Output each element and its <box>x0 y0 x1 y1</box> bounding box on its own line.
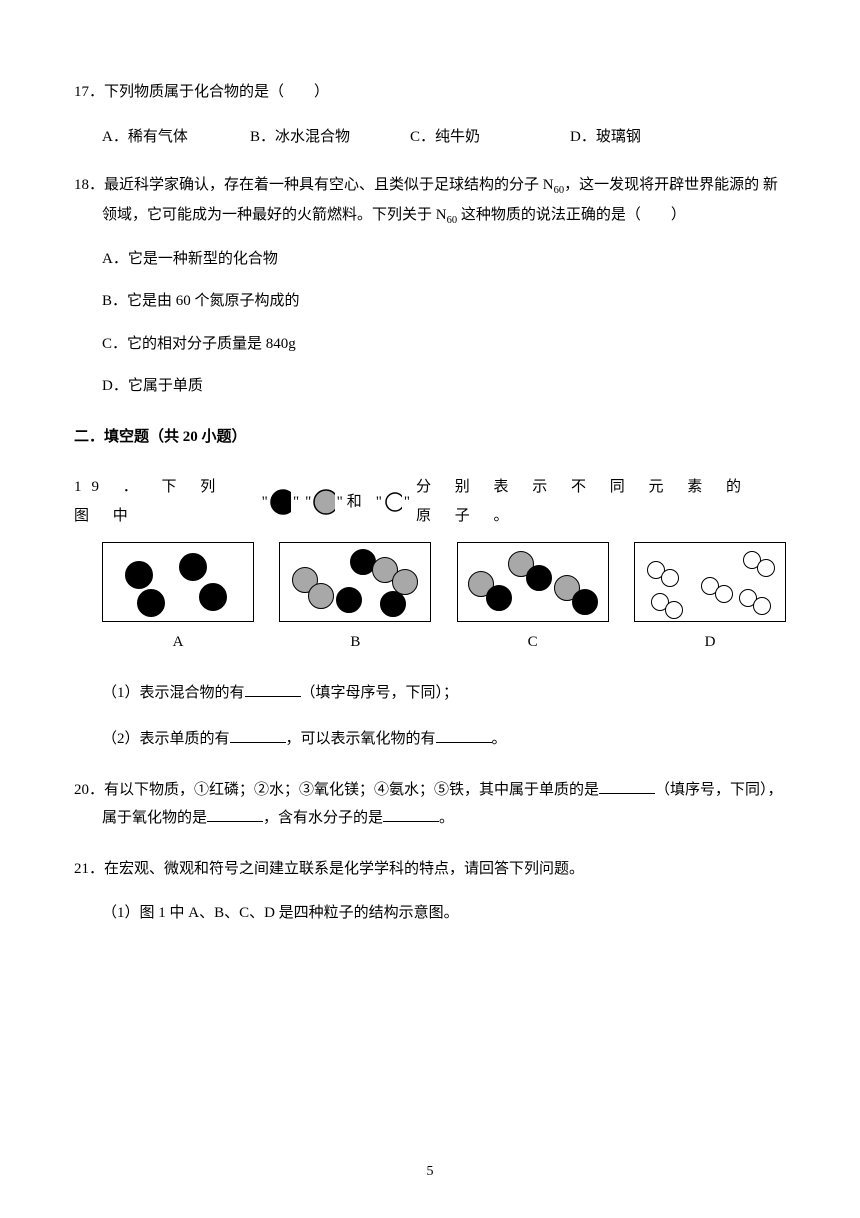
atom-circle <box>125 561 153 589</box>
q19-sub2: （2）表示单质的有 ，可以表示氧化物的有 。 <box>74 725 786 754</box>
blank <box>230 727 286 744</box>
question-21: 21．在宏观、微观和符号之间建立联系是化学学科的特点，请回答下列问题。 （1）图… <box>74 855 786 928</box>
q18-sub2: 60 <box>447 215 458 226</box>
atom-circle <box>665 601 683 619</box>
quote-open-2: " <box>305 488 311 517</box>
q19-diagrams: A B C D <box>74 542 786 657</box>
question-19: 19 ． 下 列 图 中 " " " " 和 " " 分 别 表 示 不 同 元… <box>74 473 786 754</box>
q20-line1a: 20．有以下物质，①红磷；②水；③氧化镁；④氨水；⑤铁，其中属于单质的是 <box>74 782 599 798</box>
q18-options: A．它是一种新型的化合物 B．它是由 60 个氮原子构成的 C．它的相对分子质量… <box>74 245 786 401</box>
q17-option-b: B．冰水混合物 <box>250 123 410 152</box>
q19-sub1a: （1）表示混合物的有 <box>102 685 245 701</box>
blank <box>436 727 492 744</box>
q17-option-d: D．玻璃钢 <box>570 123 641 152</box>
question-17: 17．下列物质属于化合物的是（ ） A．稀有气体 B．冰水混合物 C．纯牛奶 D… <box>74 78 786 151</box>
panel-c-wrap: C <box>457 542 609 657</box>
q18-option-b: B．它是由 60 个氮原子构成的 <box>102 287 786 316</box>
q19-sub2a: （2）表示单质的有 <box>102 731 230 747</box>
q18-sub1: 60 <box>554 185 565 196</box>
q19-stem: 19 ． 下 列 图 中 " " " " 和 " " 分 别 表 示 不 同 元… <box>74 473 786 530</box>
q18-option-d: D．它属于单质 <box>102 372 786 401</box>
panel-c <box>457 542 609 622</box>
blank <box>383 806 439 823</box>
q17-text: 下列物质属于化合物的是（ ） <box>104 84 329 100</box>
q20-line2b: ，含有水分子的是 <box>263 810 383 826</box>
panel-c-label: C <box>457 628 609 657</box>
q19-sub1b: （填字母序号，下同）； <box>301 685 459 701</box>
atom-circle <box>757 559 775 577</box>
panel-b-label: B <box>279 628 431 657</box>
panel-d-label: D <box>634 628 786 657</box>
quote-open-1: " <box>262 488 268 517</box>
panel-b <box>279 542 431 622</box>
quote-open-3: " <box>376 488 382 517</box>
q19-and: 和 <box>347 488 372 517</box>
q19-sub2c: 。 <box>492 731 507 747</box>
blank <box>599 777 655 794</box>
page-number: 5 <box>0 1159 860 1186</box>
question-20: 20．有以下物质，①红磷；②水；③氧化镁；④氨水；⑤铁，其中属于单质的是 （填序号… <box>74 776 786 833</box>
question-18: 18．最近科学家确认，存在着一种具有空心、且类似于足球结构的分子 N60，这一发… <box>74 171 786 401</box>
atom-circle <box>526 565 552 591</box>
panel-d <box>634 542 786 622</box>
q21-sub1: （1）图 1 中 A、B、C、D 是四种粒子的结构示意图。 <box>74 899 786 928</box>
atom-circle <box>661 569 679 587</box>
q18-number: 18． <box>74 177 104 193</box>
atom-circle <box>380 591 406 617</box>
q19-sub1: （1）表示混合物的有 （填字母序号，下同）； <box>74 679 786 708</box>
atom-circle <box>486 585 512 611</box>
atom-circle <box>179 553 207 581</box>
q20-line2c: 。 <box>439 810 454 826</box>
panel-a-label: A <box>102 628 254 657</box>
quote-close-1: " <box>293 488 299 517</box>
q18-stem-part1: 最近科学家确认，存在着一种具有空心、且类似于足球结构的分子 N <box>104 177 554 193</box>
q20-line2a: 属于氧化物的是 <box>102 810 207 826</box>
q17-number: 17． <box>74 84 104 100</box>
q20-line1b: （填序号，下同）， <box>655 782 783 798</box>
atom-circle <box>753 597 771 615</box>
section-2-title: 二．填空题（共 20 小题） <box>74 423 786 452</box>
q18-stem: 18．最近科学家确认，存在着一种具有空心、且类似于足球结构的分子 N60，这一发… <box>74 171 786 231</box>
panel-d-wrap: D <box>634 542 786 657</box>
gray-atom-icon <box>313 489 334 515</box>
q18-stem-part1b: ，这一发现将开辟世界能源的 <box>564 177 759 193</box>
panel-a-wrap: A <box>102 542 254 657</box>
atom-circle <box>336 587 362 613</box>
q17-stem: 17．下列物质属于化合物的是（ ） <box>74 78 786 107</box>
q17-option-c: C．纯牛奶 <box>410 123 570 152</box>
black-atom-icon <box>270 489 291 515</box>
atom-circle <box>572 589 598 615</box>
q18-option-a: A．它是一种新型的化合物 <box>102 245 786 274</box>
q17-options: A．稀有气体 B．冰水混合物 C．纯牛奶 D．玻璃钢 <box>74 123 786 152</box>
atom-circle <box>199 583 227 611</box>
q19-pre: 19 ． 下 列 图 中 <box>74 473 262 530</box>
q20-line1: 20．有以下物质，①红磷；②水；③氧化镁；④氨水；⑤铁，其中属于单质的是 （填序号… <box>74 776 786 833</box>
atom-circle <box>137 589 165 617</box>
panel-b-wrap: B <box>279 542 431 657</box>
q18-option-c: C．它的相对分子质量是 840g <box>102 330 786 359</box>
atom-circle <box>308 583 334 609</box>
panel-a <box>102 542 254 622</box>
blank <box>207 806 263 823</box>
q19-sub2b: ，可以表示氧化物的有 <box>286 731 436 747</box>
q21-stem: 21．在宏观、微观和符号之间建立联系是化学学科的特点，请回答下列问题。 <box>74 855 786 884</box>
quote-close-3: " <box>404 488 410 517</box>
blank <box>245 680 301 697</box>
q18-stem-part2b: 这种物质的说法正确的是（ ） <box>457 207 686 223</box>
q17-option-a: A．稀有气体 <box>102 123 250 152</box>
atom-circle <box>715 585 733 603</box>
q19-post: 分 别 表 示 不 同 元 素 的 原 子 。 <box>416 473 786 530</box>
white-atom-icon <box>384 491 402 513</box>
quote-close-2: " <box>337 488 343 517</box>
